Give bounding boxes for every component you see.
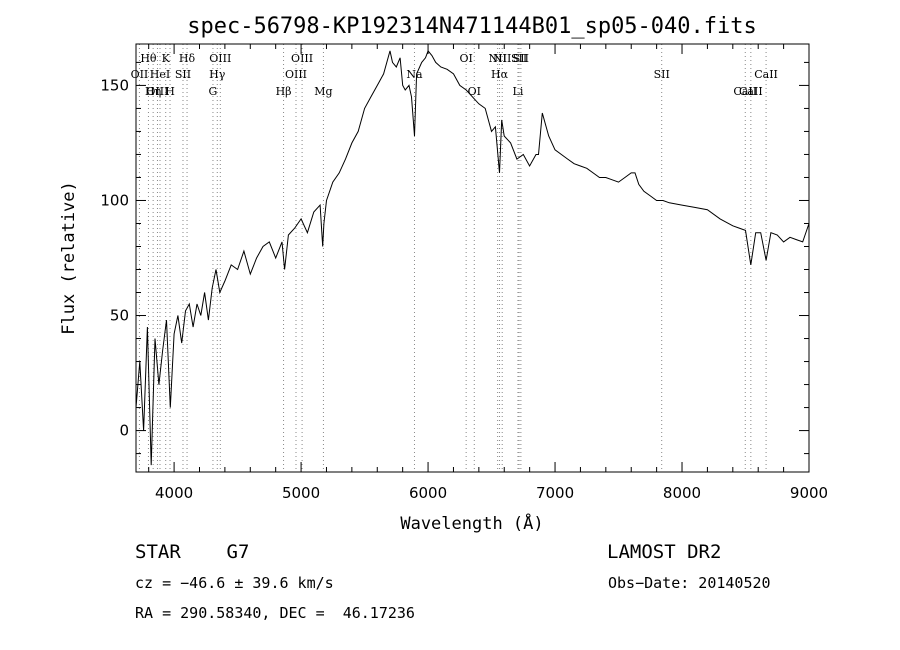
line-label-6: H	[165, 85, 175, 98]
redshift-info: cz = −46.6 ± 39.6 km/s	[135, 574, 334, 592]
line-label-18: OI	[468, 85, 481, 98]
line-label-25: SII	[654, 68, 670, 81]
x-tick-label-4: 8000	[663, 484, 701, 502]
survey-name: LAMOST DR2	[607, 541, 722, 563]
axis-tick-labels: 4000 5000 6000 7000 8000 9000 0 50 100 150	[100, 76, 828, 502]
chart-title: spec-56798-KP192314N471144B01_sp05-040.f…	[187, 14, 757, 39]
line-label-14: OIII	[291, 52, 313, 65]
line-label-3: OIII	[146, 85, 168, 98]
line-label-19: NII	[488, 52, 506, 65]
y-tick-label-0: 0	[119, 422, 129, 440]
line-label-13: OIII	[285, 68, 307, 81]
line-label-22: SII	[511, 52, 527, 65]
line-label-15: Mg	[314, 85, 332, 98]
line-label-24: SII	[513, 52, 529, 65]
x-tick-label-1: 5000	[282, 484, 320, 502]
x-axis-label: Wavelength (Å)	[400, 512, 543, 534]
line-label-12: Hβ	[276, 85, 292, 98]
line-label-2: Hη	[145, 85, 161, 98]
line-label-1: Hθ	[140, 52, 157, 65]
line-label-4: HeI	[150, 68, 170, 81]
y-axis-label: Flux (relative)	[59, 181, 79, 335]
y-tick-label-1: 50	[110, 307, 129, 325]
line-label-9: G	[209, 85, 218, 98]
line-label-27: CaII	[739, 85, 763, 98]
spectral-line-markers	[138, 44, 767, 472]
object-class: STAR G7	[135, 541, 250, 563]
y-tick-label-2: 100	[100, 191, 129, 209]
line-label-17: OI	[459, 52, 472, 65]
line-label-11: OIII	[209, 52, 231, 65]
line-label-5: K	[162, 52, 171, 65]
x-tick-label-2: 6000	[409, 484, 447, 502]
line-label-23: Li	[513, 85, 524, 98]
x-tick-label-5: 9000	[790, 484, 828, 502]
plot-frame	[135, 43, 810, 473]
obs-date: Obs−Date: 20140520	[608, 574, 771, 592]
line-label-7: SII	[175, 68, 191, 81]
x-tick-label-0: 4000	[155, 484, 193, 502]
y-tick-label-3: 150	[100, 76, 129, 94]
line-label-0: OII	[131, 68, 149, 81]
x-tick-label-3: 7000	[536, 484, 574, 502]
axis-ticks	[136, 44, 810, 472]
ra-dec: RA = 290.58340, DEC = 46.17236	[135, 604, 415, 622]
line-label-28: CaII	[754, 68, 778, 81]
line-label-10: Hγ	[209, 68, 226, 81]
line-label-8: Hδ	[179, 52, 196, 65]
line-label-21: NII	[493, 52, 511, 65]
spectrum-line	[135, 49, 810, 466]
line-label-16: Na	[406, 68, 423, 81]
spectral-line-labels: OIIHθHηOIIIHeIKHSIIHδGHγOIIIHβOIIIOIIIMg…	[131, 52, 778, 98]
line-label-26: CaII	[733, 85, 757, 98]
line-label-20: Hα	[491, 68, 509, 81]
